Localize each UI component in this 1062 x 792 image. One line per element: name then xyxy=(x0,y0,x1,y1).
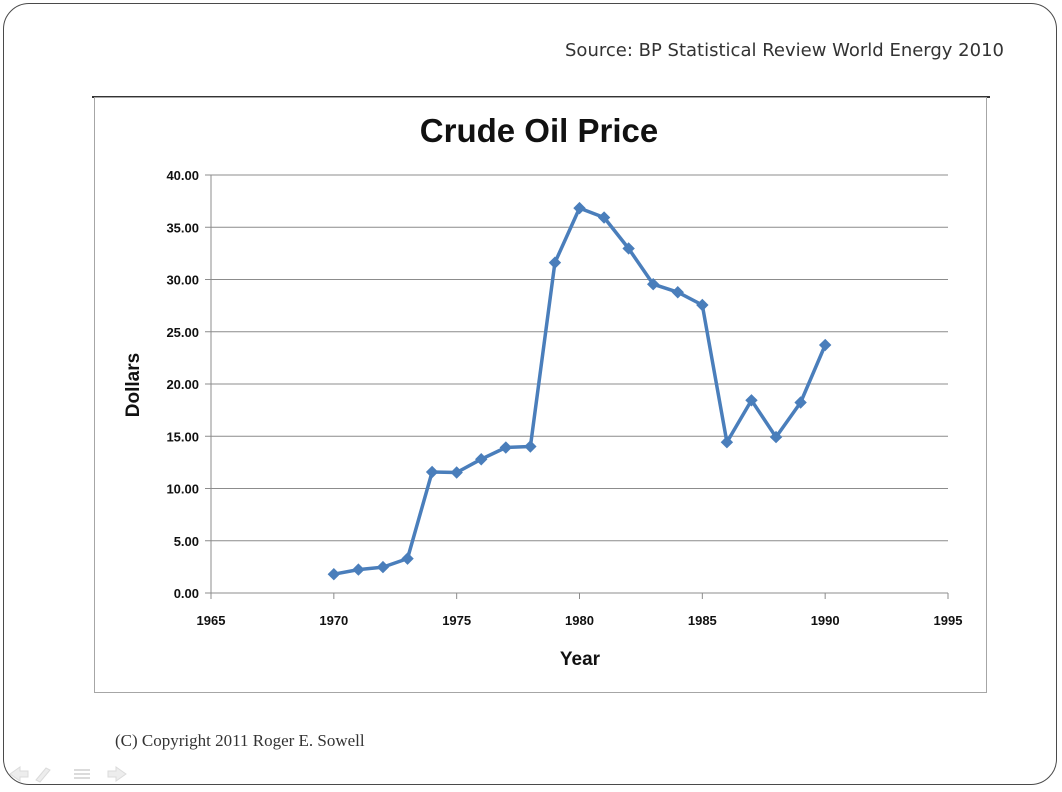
back-arrow-icon[interactable] xyxy=(9,766,29,782)
data-point-1983 xyxy=(646,277,660,291)
data-point-1982 xyxy=(622,242,635,255)
y-axis-label: Dollars xyxy=(123,353,144,417)
y-tick-label: 10.00 xyxy=(166,482,199,497)
x-tick-label: 1995 xyxy=(934,613,963,628)
data-point-1980 xyxy=(573,201,586,215)
data-point-1976 xyxy=(475,453,488,466)
y-tick-label: 0.00 xyxy=(174,586,199,601)
data-point-1971 xyxy=(352,563,365,576)
y-tick-label: 20.00 xyxy=(166,377,199,392)
x-tick-label: 1980 xyxy=(565,613,594,628)
x-tick-label: 1970 xyxy=(319,613,348,628)
y-tick-label: 30.00 xyxy=(166,273,199,288)
data-point-1972 xyxy=(376,560,390,574)
data-point-1970 xyxy=(327,567,341,581)
data-point-1981 xyxy=(597,211,611,224)
y-tick-label: 15.00 xyxy=(166,429,199,444)
data-point-1987 xyxy=(745,394,758,407)
data-point-1989 xyxy=(794,396,807,409)
data-point-1986 xyxy=(720,435,734,449)
x-tick-label: 1975 xyxy=(442,613,471,628)
x-tick-label: 1990 xyxy=(811,613,840,628)
data-point-1977 xyxy=(499,441,513,454)
data-point-1985 xyxy=(696,298,709,312)
y-tick-label: 40.00 xyxy=(166,168,199,183)
slide-nav-controls xyxy=(9,766,127,783)
grid-lines xyxy=(205,174,948,594)
copyright-text: (C) Copyright 2011 Roger E. Sowell xyxy=(115,731,365,750)
pen-icon[interactable] xyxy=(35,767,51,783)
data-point-1973 xyxy=(401,552,414,565)
forward-arrow-icon[interactable] xyxy=(107,766,127,782)
axes: 0.00 5.00 10.00 15.00 20.00 25.00 30.00 35.00 40… xyxy=(166,168,962,628)
y-tick-label: 25.00 xyxy=(166,325,199,340)
chart-area xyxy=(94,97,987,693)
y-tick-label: 5.00 xyxy=(174,534,199,549)
x-tick-label: 1985 xyxy=(688,613,717,628)
data-point-1984 xyxy=(671,286,684,299)
menu-icon[interactable] xyxy=(74,769,90,779)
data-point-1979 xyxy=(548,256,562,269)
x-tick-label: 1965 xyxy=(197,613,226,628)
y-tick-label: 35.00 xyxy=(166,220,199,235)
x-axis-label: Year xyxy=(560,649,601,670)
data-point-1990 xyxy=(818,338,832,352)
series-line xyxy=(333,206,827,576)
data-point-1975 xyxy=(450,466,463,479)
data-point-1974 xyxy=(425,465,439,479)
data-point-1978 xyxy=(524,440,537,453)
chart-title: Crude Oil Price xyxy=(420,112,658,149)
data-point-1988 xyxy=(769,430,783,444)
series-group xyxy=(327,201,832,581)
source-caption: Source: BP Statistical Review World Ener… xyxy=(565,40,1004,61)
